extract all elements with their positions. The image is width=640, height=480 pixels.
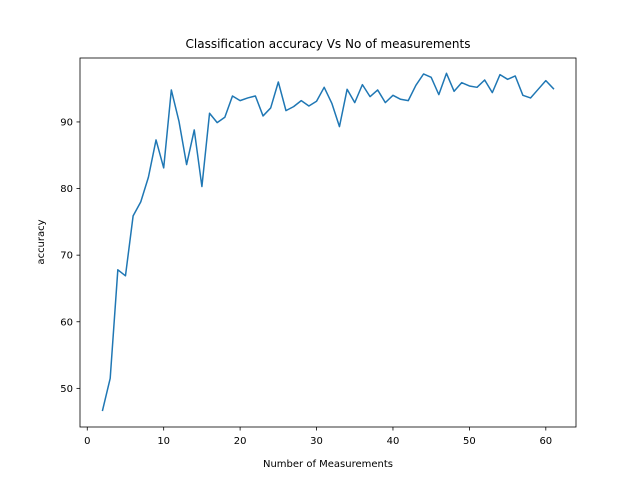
y-tick-label: 90 [60,117,73,128]
y-tick-label: 80 [60,184,73,195]
y-axis-label: accuracy [36,219,47,264]
y-axis-ticks: 50 60 70 80 90 [60,117,80,395]
x-tick-label: 0 [84,436,90,447]
series-line [101,72,555,412]
axes-frame [79,57,577,428]
y-tick-label: 60 [60,317,73,328]
chart-title: Classification accuracy Vs No of measure… [186,37,471,51]
x-tick-label: 30 [310,436,323,447]
y-tick-label: 50 [60,384,73,395]
x-tick-label: 20 [234,436,247,447]
plot-area [79,57,577,428]
y-tick-label: 70 [60,251,73,262]
x-tick-label: 60 [539,436,552,447]
x-tick-label: 10 [157,436,170,447]
x-axis-ticks: 0 10 20 30 40 50 60 [84,427,552,447]
x-tick-label: 50 [463,436,476,447]
x-axis-label: Number of Measurements [263,459,393,470]
x-tick-label: 40 [387,436,400,447]
